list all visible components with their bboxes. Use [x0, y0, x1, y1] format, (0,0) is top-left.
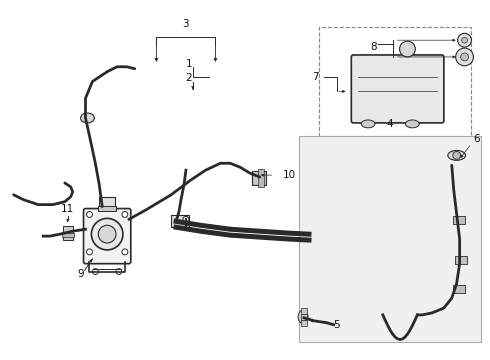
Text: 7: 7 — [312, 72, 319, 82]
Bar — [63, 226, 73, 240]
Bar — [62, 233, 74, 237]
Circle shape — [461, 53, 468, 61]
Text: 1: 1 — [186, 59, 192, 69]
Bar — [301, 308, 307, 314]
Bar — [252, 171, 266, 185]
Bar — [307, 229, 321, 247]
Circle shape — [98, 225, 116, 243]
Circle shape — [122, 212, 128, 217]
Bar — [299, 136, 481, 342]
Circle shape — [116, 269, 122, 275]
Text: 4: 4 — [387, 119, 393, 129]
Bar — [319, 27, 471, 136]
Circle shape — [462, 37, 467, 43]
Ellipse shape — [80, 113, 95, 123]
Circle shape — [309, 234, 319, 244]
Text: 3: 3 — [183, 19, 189, 30]
Circle shape — [93, 269, 98, 275]
Text: 9: 9 — [77, 269, 84, 279]
FancyBboxPatch shape — [83, 208, 131, 264]
Bar — [301, 314, 307, 320]
Ellipse shape — [406, 120, 419, 128]
Bar — [301, 320, 307, 326]
Circle shape — [86, 249, 93, 255]
Text: 2: 2 — [186, 73, 192, 82]
Circle shape — [183, 216, 189, 222]
FancyBboxPatch shape — [351, 55, 444, 123]
Bar — [455, 256, 466, 264]
Text: 5: 5 — [333, 320, 340, 330]
Circle shape — [122, 249, 128, 255]
Ellipse shape — [448, 150, 466, 160]
Ellipse shape — [298, 310, 308, 324]
Circle shape — [92, 219, 123, 250]
Bar — [99, 197, 115, 207]
Bar — [453, 216, 465, 224]
Text: 6: 6 — [473, 134, 480, 144]
Bar — [258, 169, 264, 187]
Circle shape — [453, 152, 461, 159]
Text: 8: 8 — [370, 42, 377, 52]
Bar — [98, 206, 116, 211]
Text: 11: 11 — [61, 203, 74, 213]
Circle shape — [456, 48, 473, 66]
Text: 10: 10 — [282, 170, 295, 180]
Circle shape — [458, 33, 471, 47]
Bar — [453, 285, 465, 293]
Ellipse shape — [361, 120, 375, 128]
Circle shape — [399, 41, 416, 57]
Bar — [171, 215, 189, 227]
Circle shape — [86, 212, 93, 217]
